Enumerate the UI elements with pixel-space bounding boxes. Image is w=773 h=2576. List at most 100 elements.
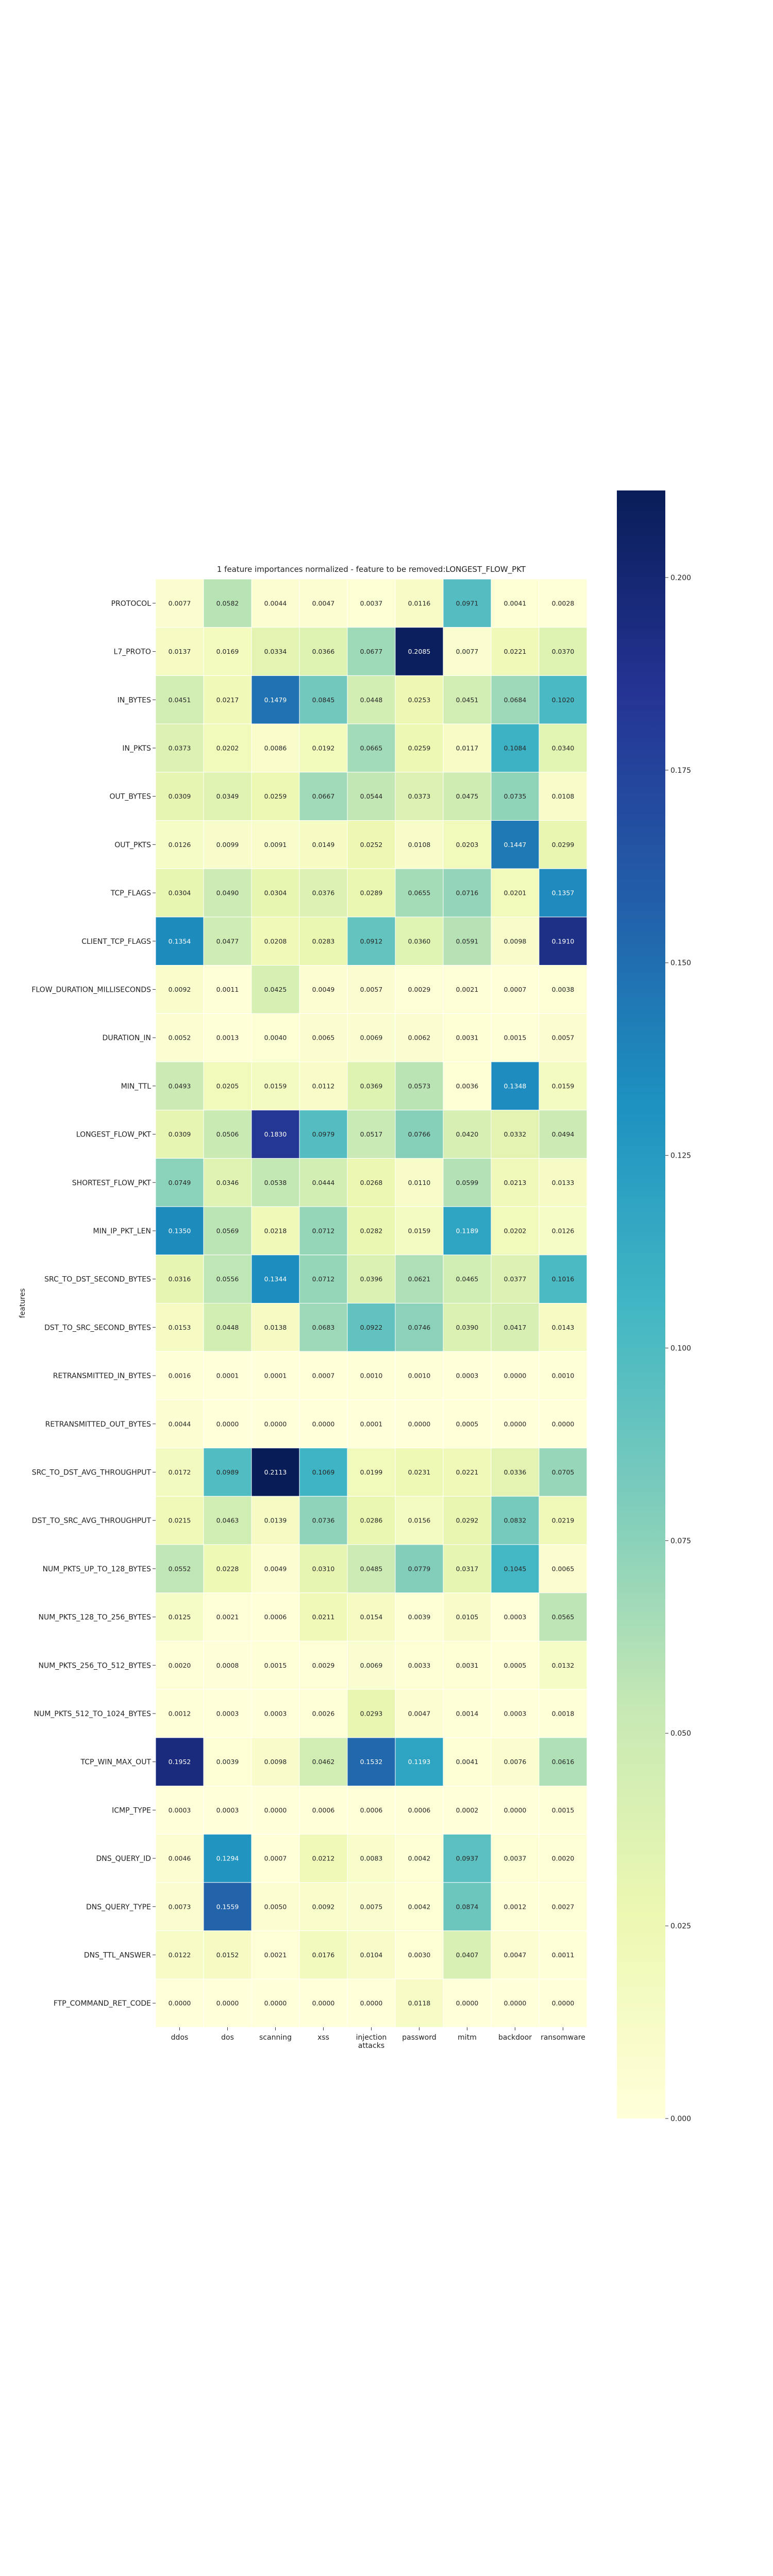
cell-value-label: 0.0138 — [264, 1324, 287, 1331]
cell-value-label: 0.0286 — [360, 1517, 383, 1524]
cell-value-label: 0.0029 — [312, 1662, 335, 1669]
cell-value-label: 0.0042 — [408, 1855, 431, 1862]
cell-value-label: 0.0000 — [216, 1999, 239, 2007]
cell-value-label: 0.0027 — [552, 1903, 575, 1910]
cell-value-label: 0.0373 — [408, 792, 431, 800]
heatmap-cell — [491, 1158, 540, 1207]
heatmap-cell — [299, 820, 348, 869]
heatmap-cell — [395, 579, 444, 628]
cell-value-label: 0.0030 — [408, 1951, 431, 1959]
cell-value-label: 0.0283 — [312, 937, 335, 945]
cell-value-label: 0.0126 — [552, 1227, 575, 1234]
heatmap-cell — [443, 1158, 492, 1207]
column-label: xss — [317, 2033, 329, 2042]
cell-value-label: 0.0000 — [264, 1999, 287, 2007]
cell-value-label: 0.0110 — [408, 1179, 431, 1187]
row-label: NUM_PKTS_512_TO_1024_BYTES — [34, 1710, 151, 1718]
colorbar-tick-label: 0.150 — [670, 959, 691, 968]
heatmap-cell — [155, 820, 204, 869]
heatmap-cell — [539, 1110, 587, 1159]
cell-value-label: 0.0448 — [216, 1324, 239, 1331]
heatmap-cell — [251, 1399, 300, 1449]
cell-value-label: 0.0169 — [216, 648, 239, 655]
heatmap-cell — [251, 1206, 300, 1256]
cell-value-label: 0.0299 — [552, 841, 575, 849]
row-label: NUM_PKTS_128_TO_256_BYTES — [39, 1614, 152, 1622]
cell-value-label: 0.0003 — [216, 1709, 239, 1717]
cell-value-label: 0.0735 — [504, 792, 527, 800]
heatmap-cell — [155, 1013, 204, 1062]
heatmap-cell — [347, 1255, 396, 1304]
heatmap-cell — [539, 1737, 587, 1787]
heatmap-cell — [395, 1640, 444, 1690]
cell-value-label: 0.0253 — [408, 696, 431, 704]
cell-value-label: 0.1354 — [169, 937, 191, 945]
cell-value-label: 0.0465 — [456, 1275, 479, 1283]
heatmap-cell — [443, 1592, 492, 1641]
heatmap-cell — [251, 1786, 300, 1835]
heatmap-cell — [395, 820, 444, 869]
cell-value-label: 0.0037 — [360, 599, 383, 607]
cell-value-label: 0.0031 — [456, 1662, 479, 1669]
heatmap-cell — [203, 1544, 252, 1594]
cell-value-label: 0.0000 — [169, 1999, 191, 2007]
row-label: NUM_PKTS_256_TO_512_BYTES — [39, 1662, 152, 1670]
cell-value-label: 0.0049 — [264, 1565, 287, 1572]
cell-value-label: 0.0556 — [216, 1275, 239, 1283]
cell-value-label: 0.0317 — [456, 1565, 479, 1572]
cell-value-label: 0.0152 — [216, 1951, 239, 1959]
heatmap-cell — [299, 1158, 348, 1207]
cell-value-label: 0.0006 — [312, 1806, 335, 1814]
heatmap-cell — [299, 1930, 348, 1979]
cell-value-label: 0.0036 — [456, 1082, 479, 1090]
row-label: DST_TO_SRC_AVG_THROUGHPUT — [32, 1517, 152, 1525]
cell-value-label: 0.0083 — [360, 1855, 383, 1862]
cell-value-label: 0.0049 — [312, 986, 335, 993]
heatmap-cell — [155, 1786, 204, 1835]
cell-value-label: 0.0937 — [456, 1855, 479, 1862]
heatmap-cell — [251, 1689, 300, 1738]
heatmap-cell — [299, 1786, 348, 1835]
heatmap-cell — [539, 965, 587, 1014]
row-label: DURATION_IN — [103, 1034, 151, 1042]
cell-value-label: 0.0304 — [264, 889, 287, 897]
cell-value-label: 0.0126 — [169, 841, 191, 849]
heatmap-cell — [539, 1399, 587, 1449]
heatmap-cell — [155, 868, 204, 918]
heatmap-cell — [539, 772, 587, 821]
cell-value-label: 0.0217 — [216, 696, 239, 704]
heatmap-cell — [299, 1303, 348, 1352]
heatmap-cell — [491, 1206, 540, 1256]
cell-value-label: 0.0010 — [552, 1372, 575, 1380]
cell-value-label: 0.0000 — [504, 1420, 527, 1428]
cell-value-label: 0.0007 — [264, 1855, 287, 1862]
heatmap-cell — [347, 675, 396, 724]
cell-value-label: 0.0044 — [169, 1420, 191, 1428]
cell-value-label: 0.0332 — [504, 1130, 527, 1138]
row-label: MIN_TTL — [121, 1082, 152, 1091]
row-label: RETRANSMITTED_IN_BYTES — [53, 1372, 151, 1380]
heatmap-cell — [443, 772, 492, 821]
heatmap-cell — [155, 1255, 204, 1304]
heatmap-cell — [491, 627, 540, 676]
heatmap-cell — [251, 1303, 300, 1352]
cell-value-label: 0.0154 — [360, 1613, 383, 1621]
cell-value-label: 0.0000 — [552, 1999, 575, 2007]
cell-value-label: 0.0582 — [216, 599, 239, 607]
heatmap-cell — [203, 1737, 252, 1787]
heatmap-cell — [155, 965, 204, 1014]
cell-value-label: 0.0011 — [216, 986, 239, 993]
cell-value-label: 0.0213 — [504, 1179, 527, 1187]
heatmap-cell — [347, 1448, 396, 1497]
cell-value-label: 0.0282 — [360, 1227, 383, 1234]
heatmap-cell — [539, 917, 587, 966]
heatmap-cell — [251, 1255, 300, 1304]
cell-value-label: 0.0349 — [216, 792, 239, 800]
heatmap-cell — [299, 1399, 348, 1449]
heatmap-cell — [491, 1592, 540, 1641]
cell-value-label: 0.0552 — [169, 1565, 191, 1572]
cell-value-label: 0.0370 — [552, 648, 575, 655]
row-label: PROTOCOL — [111, 600, 152, 608]
heatmap-cell — [395, 1206, 444, 1256]
cell-value-label: 0.0108 — [552, 792, 575, 800]
